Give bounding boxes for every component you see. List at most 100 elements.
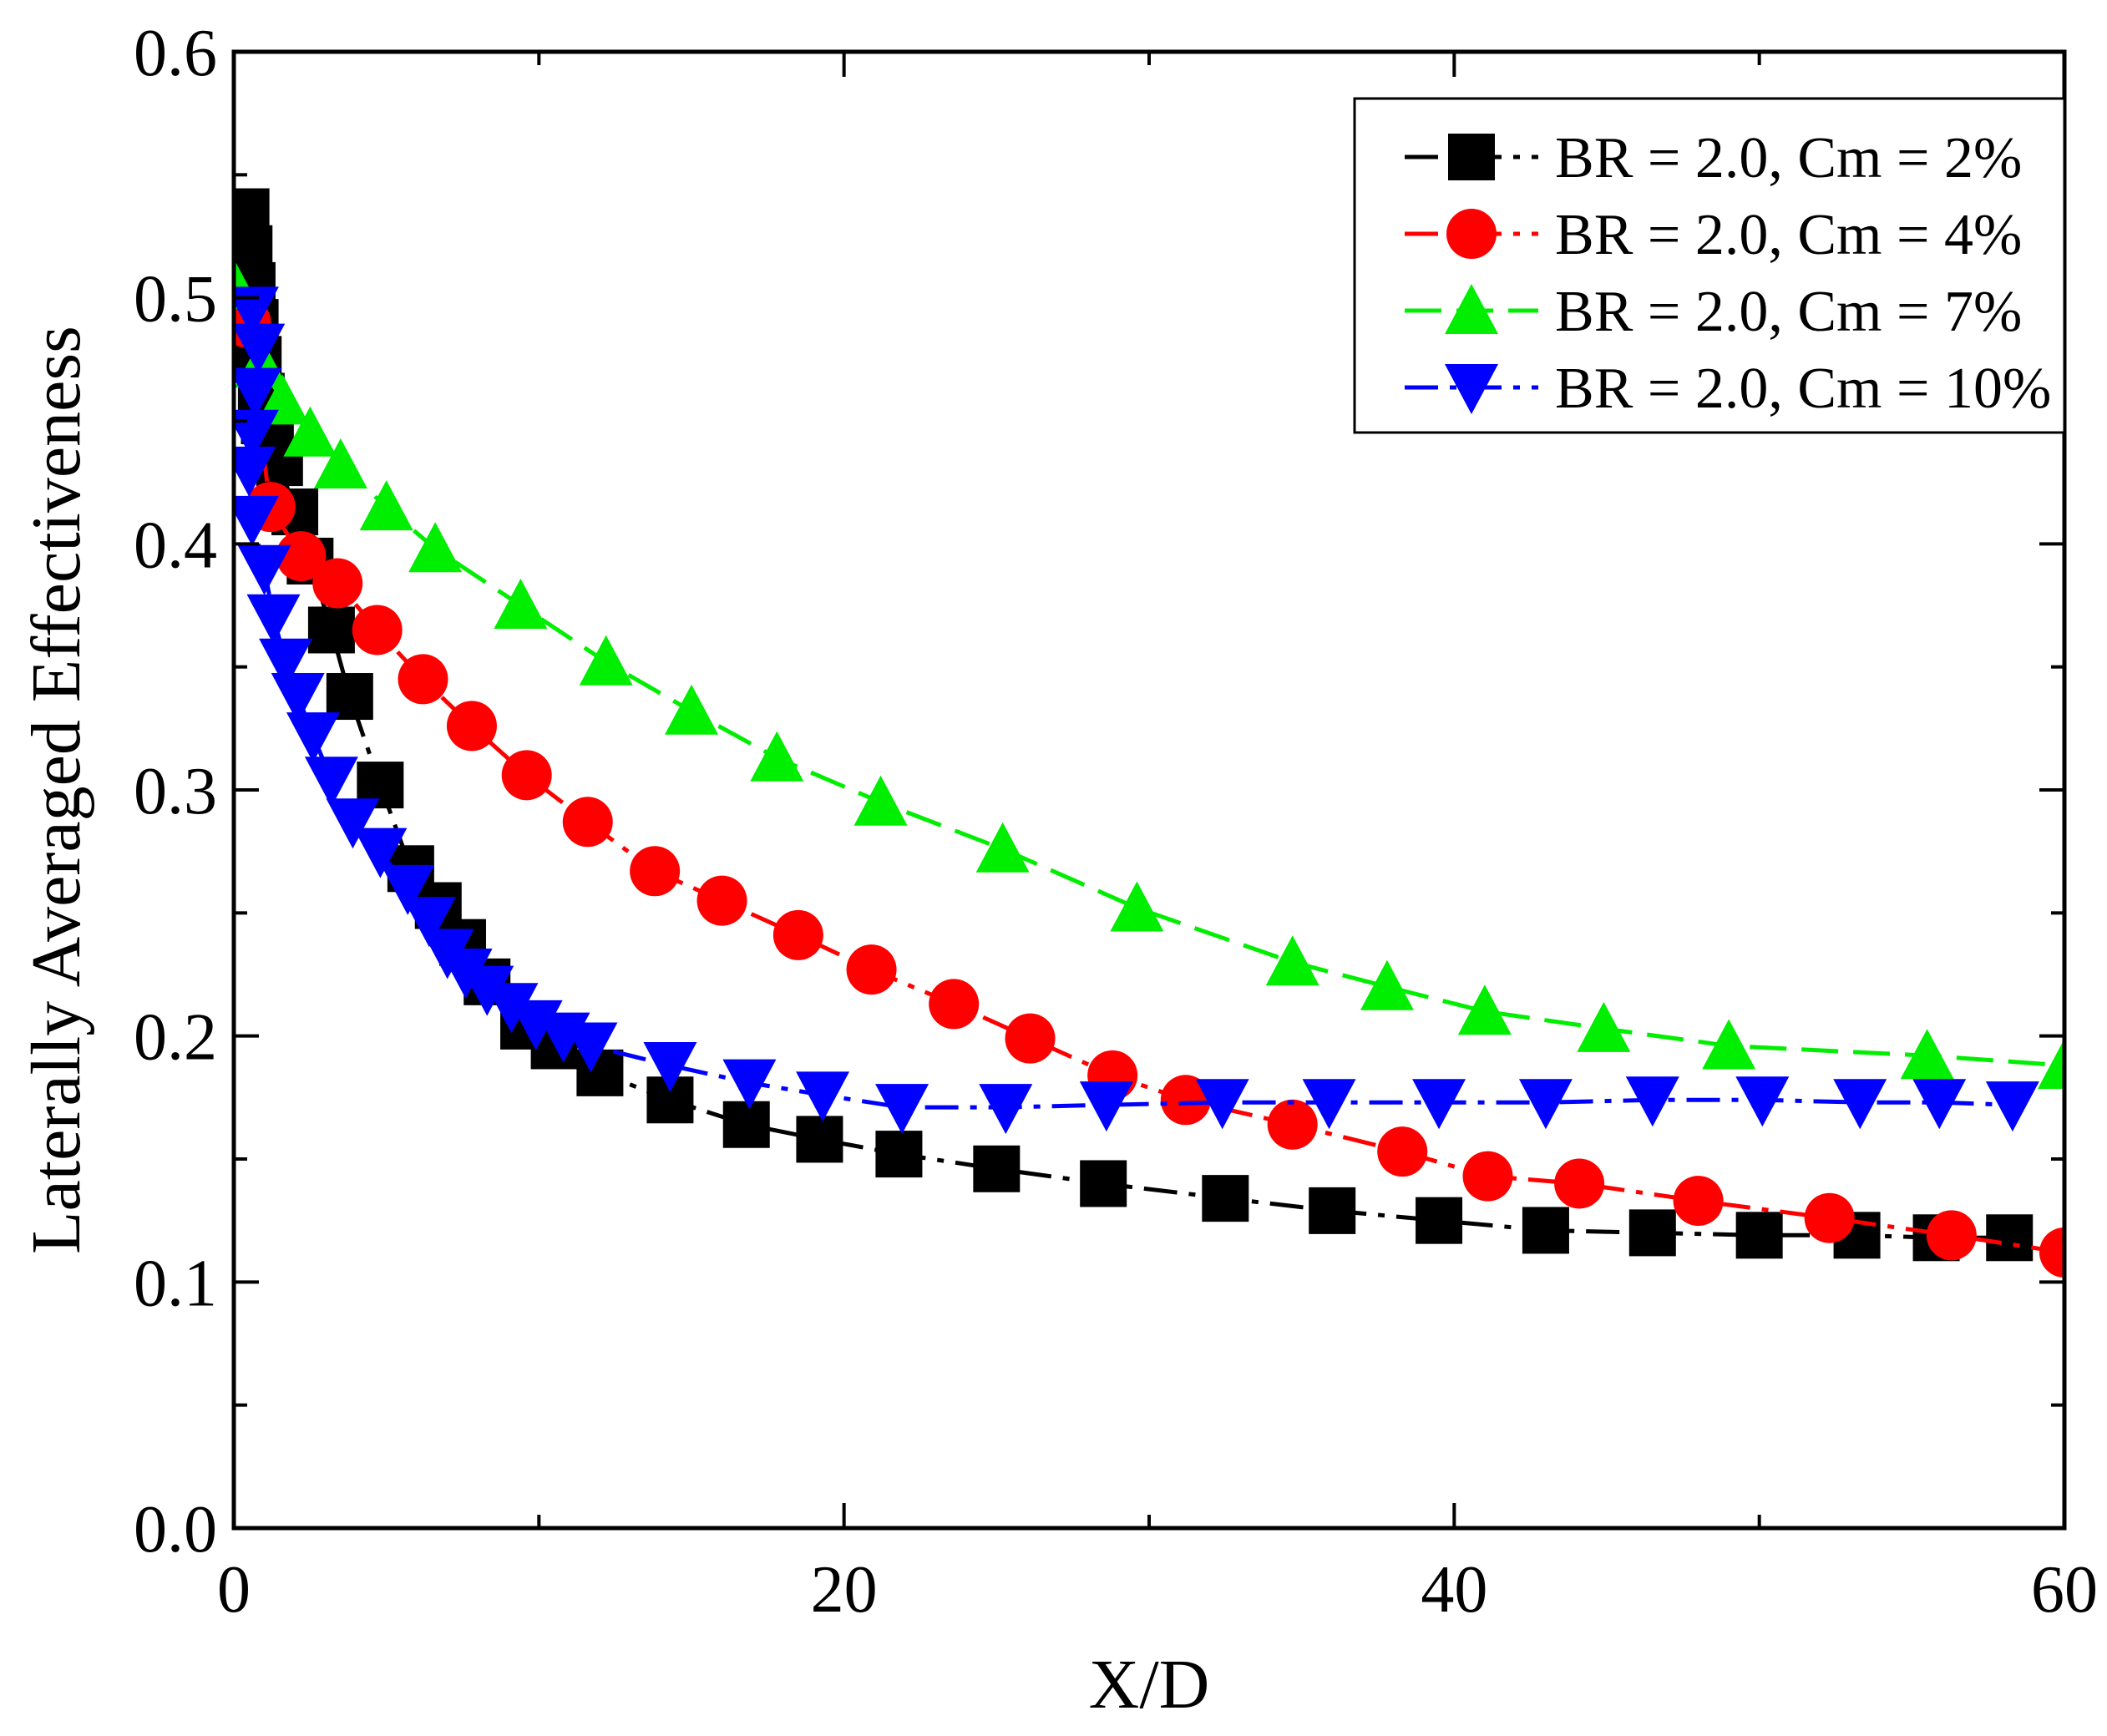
data-point	[398, 654, 448, 705]
data-point	[1702, 1019, 1756, 1070]
y-tick-label: 0.0	[134, 1493, 217, 1566]
data-point	[1309, 1187, 1356, 1234]
data-point	[1900, 1029, 1954, 1080]
x-tick-label: 40	[1421, 1553, 1487, 1627]
data-point	[722, 1059, 777, 1110]
series-3	[234, 258, 2064, 1090]
data-point	[564, 1022, 618, 1073]
legend-item: BR = 2.0, Cm = 4%	[1405, 203, 2022, 267]
data-point	[1518, 1079, 1573, 1130]
data-point	[979, 1084, 1033, 1135]
data-point	[1912, 1079, 1967, 1130]
data-point	[1302, 1079, 1356, 1130]
y-axis-title: Laterally Averaged Effectiveness	[18, 326, 95, 1254]
data-point	[1628, 1209, 1676, 1257]
data-point	[271, 673, 325, 724]
y-tick-label: 0.4	[134, 509, 217, 582]
data-point	[846, 944, 897, 995]
x-tick-label: 60	[2031, 1553, 2098, 1627]
y-tick-label: 0.5	[134, 263, 217, 337]
data-point	[1110, 881, 1164, 932]
data-point	[353, 828, 408, 878]
data-point	[1985, 1081, 2039, 1132]
data-point	[494, 579, 548, 629]
x-tick-label: 0	[217, 1553, 251, 1627]
data-point	[259, 638, 313, 689]
data-point	[283, 406, 337, 457]
data-point	[1735, 1212, 1783, 1259]
data-point	[359, 480, 413, 531]
data-point	[1462, 1151, 1513, 1202]
data-point	[875, 1084, 929, 1135]
data-point	[326, 673, 373, 721]
series-2	[234, 297, 2064, 1278]
legend-label: BR = 2.0, Cm = 4%	[1555, 203, 2022, 267]
data-point	[402, 897, 456, 948]
data-point	[796, 1071, 850, 1122]
data-point	[1522, 1207, 1569, 1254]
data-point	[1265, 935, 1319, 986]
data-point	[975, 822, 1030, 873]
data-point	[2038, 1039, 2064, 1090]
tick-labels: 0 20 40 60 0.0 0.1 0.2 0.3 0.4 0.5 0.6	[134, 17, 2098, 1627]
data-point	[579, 635, 633, 686]
data-point	[1673, 1176, 1724, 1227]
data-point	[1735, 1076, 1790, 1127]
data-point	[772, 909, 823, 960]
data-point	[381, 864, 435, 915]
data-point	[1267, 1099, 1318, 1150]
legend-label: BR = 2.0, Cm = 7%	[1555, 280, 2022, 344]
data-point	[722, 1101, 770, 1148]
data-point	[696, 875, 747, 926]
data-point	[312, 558, 363, 609]
y-tick-label: 0.1	[134, 1247, 217, 1320]
legend-marker	[1446, 209, 1497, 259]
data-point	[352, 605, 403, 655]
data-point	[1080, 1160, 1127, 1207]
data-point	[1457, 984, 1512, 1035]
data-point	[1377, 1126, 1428, 1177]
y-tick-label: 0.2	[134, 1001, 217, 1075]
legend-marker	[1448, 134, 1495, 180]
legend-label: BR = 2.0, Cm = 10%	[1555, 357, 2051, 421]
data-point	[2039, 1227, 2064, 1278]
data-point	[973, 1145, 1021, 1192]
data-point	[501, 750, 552, 801]
data-point	[276, 531, 327, 582]
data-point	[234, 323, 286, 374]
data-point	[929, 979, 980, 1030]
data-point	[484, 983, 539, 1034]
data-point	[1804, 1192, 1855, 1243]
data-point	[853, 775, 908, 826]
data-point	[643, 1042, 697, 1093]
data-point	[1202, 1175, 1249, 1222]
data-point	[1360, 959, 1414, 1010]
data-point	[1160, 1075, 1211, 1126]
data-point	[1195, 1079, 1249, 1130]
data-point	[665, 684, 718, 735]
legend-marker	[1445, 284, 1498, 334]
data-point	[1926, 1210, 1977, 1261]
data-point	[234, 495, 279, 546]
data-point	[234, 446, 276, 497]
legend-item: BR = 2.0, Cm = 2%	[1405, 126, 2022, 190]
data-point	[1625, 1076, 1679, 1127]
data-point	[1005, 1013, 1056, 1064]
data-point	[246, 594, 301, 645]
data-point	[234, 367, 282, 418]
data-point	[1412, 1079, 1466, 1130]
x-axis-title: X/D	[1089, 1646, 1210, 1723]
data-point	[796, 1116, 843, 1163]
data-point	[304, 757, 358, 807]
data-point	[408, 522, 463, 573]
data-point	[1554, 1158, 1605, 1209]
y-tick-label: 0.6	[134, 17, 217, 90]
legend-item: BR = 2.0, Cm = 10%	[1405, 357, 2051, 421]
data-point	[562, 797, 613, 848]
x-tick-label: 20	[811, 1553, 878, 1627]
legend-item: BR = 2.0, Cm = 7%	[1405, 280, 2022, 344]
data-point	[313, 438, 367, 489]
data-point	[750, 731, 804, 782]
y-tick-label: 0.3	[134, 755, 217, 828]
